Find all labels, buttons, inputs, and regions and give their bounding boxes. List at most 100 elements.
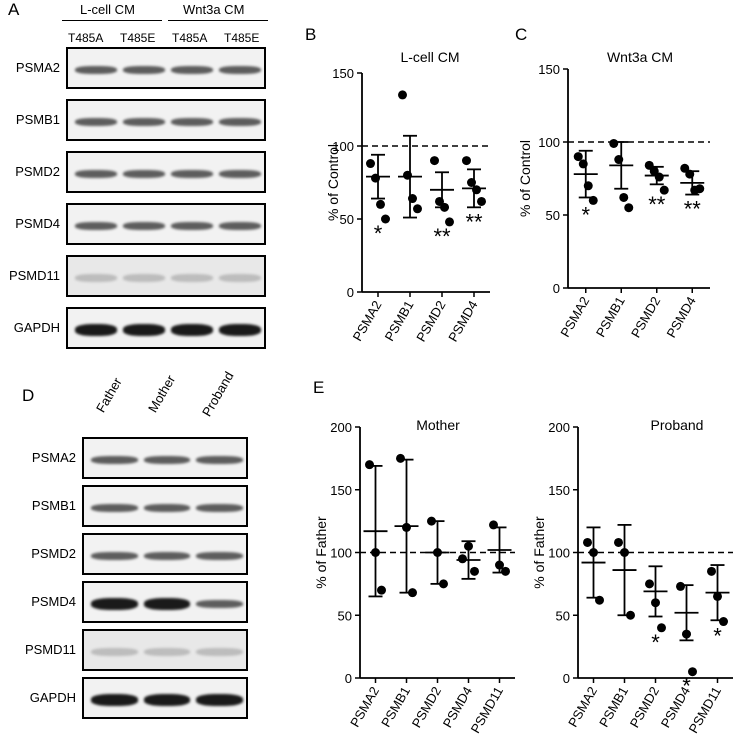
blot-band <box>91 552 138 560</box>
data-point <box>458 554 467 564</box>
x-tick-label: PSMB1 <box>382 298 417 344</box>
significance-mark: ** <box>684 197 702 222</box>
panel-letter-b: B <box>305 25 317 44</box>
blot-band <box>219 222 261 230</box>
data-point <box>396 453 405 463</box>
data-point <box>583 181 593 191</box>
blot-band <box>171 118 213 126</box>
blot-band <box>171 274 213 282</box>
x-tick-label: PSMA2 <box>557 294 592 340</box>
y-tick-label: 100 <box>538 135 560 150</box>
chart-title: Proband <box>651 417 704 433</box>
blot-image-psmd11 <box>66 255 266 297</box>
blot-row-label-psmd4: PSMD4 <box>31 594 76 609</box>
panel-letter-d: D <box>22 386 35 405</box>
data-point <box>377 585 386 595</box>
blot-band <box>196 600 243 608</box>
significance-mark: ** <box>465 209 483 234</box>
blot-band <box>143 598 191 610</box>
data-point <box>439 579 448 589</box>
col-label-a-4: T485E <box>224 31 260 45</box>
blot-band <box>91 598 138 610</box>
data-point <box>644 160 654 170</box>
blot-band <box>171 222 213 230</box>
data-point <box>645 579 654 589</box>
data-point <box>365 460 374 470</box>
blot-band <box>123 274 165 282</box>
blot-row-label-psmb1: PSMB1 <box>31 498 76 513</box>
col-label-d-2: Mother <box>145 372 179 415</box>
data-point <box>371 173 380 183</box>
data-point <box>381 214 390 224</box>
blot-band <box>143 694 191 706</box>
blot-band <box>123 324 165 336</box>
data-point <box>472 185 481 195</box>
data-point <box>682 629 691 639</box>
x-tick-label: PSMB1 <box>378 684 413 730</box>
y-tick-label: 50 <box>546 208 560 223</box>
blot-image-psma2 <box>82 437 248 479</box>
blot-image-gapdh <box>66 307 266 349</box>
y-tick-label: 0 <box>345 671 352 686</box>
data-point <box>657 623 666 633</box>
data-point <box>624 203 634 213</box>
data-point <box>495 560 504 570</box>
data-point <box>408 588 417 598</box>
col-label-a-2: T485E <box>120 31 156 45</box>
blot-row-label-psma2: PSMA2 <box>31 450 76 465</box>
blot-row-label-gapdh: GAPDH <box>29 690 76 705</box>
blot-image-psmd11 <box>82 629 248 671</box>
data-point <box>578 159 588 169</box>
group-underline-wnt3a <box>168 20 268 21</box>
blot-band <box>219 324 261 336</box>
chart-title: Mother <box>416 417 460 433</box>
blot-image-psma2 <box>66 47 266 89</box>
x-tick-label: PSMA2 <box>347 684 382 730</box>
data-point <box>464 541 473 551</box>
blot-band <box>219 118 261 126</box>
blot-band <box>196 456 243 464</box>
blot-band <box>171 324 213 336</box>
significance-mark: ** <box>648 192 666 217</box>
blot-band <box>123 118 165 126</box>
blot-band <box>75 118 117 126</box>
data-point <box>713 591 722 601</box>
panel-letter-e: E <box>313 378 325 397</box>
blot-image-gapdh <box>82 677 248 719</box>
blot-band <box>75 66 117 74</box>
x-tick-label: PSMD2 <box>627 684 662 730</box>
blot-band <box>143 504 191 512</box>
y-tick-label: 50 <box>340 212 354 227</box>
blot-row-label-psmd2: PSMD2 <box>15 164 60 179</box>
data-point <box>659 185 669 195</box>
data-point <box>427 516 436 526</box>
group-label-lcell: L-cell CM <box>80 2 135 17</box>
group-underline-lcell <box>62 20 162 21</box>
blot-band <box>143 456 191 464</box>
y-tick-label: 0 <box>553 281 560 296</box>
y-tick-label: 200 <box>548 420 570 435</box>
y-tick-label: 150 <box>332 66 354 81</box>
blot-image-psmd2 <box>66 151 266 193</box>
blot-band <box>91 504 138 512</box>
significance-mark: * <box>581 202 590 227</box>
data-point <box>477 196 486 206</box>
blot-band <box>171 66 213 74</box>
x-tick-label: PSMD11 <box>686 684 725 736</box>
blot-band <box>219 274 261 282</box>
blot-row-label-psmd11: PSMD11 <box>24 642 76 657</box>
panel-letter-a: A <box>8 0 20 19</box>
y-tick-label: 100 <box>548 546 570 561</box>
x-tick-label: PSMB1 <box>596 684 631 730</box>
data-point <box>688 667 697 677</box>
data-point <box>695 184 705 194</box>
data-point <box>408 194 417 204</box>
x-tick-label: PSMD11 <box>468 684 507 736</box>
data-point <box>402 522 411 532</box>
y-tick-label: 100 <box>332 139 354 154</box>
data-point <box>583 537 592 547</box>
chart-title: Wnt3a CM <box>607 49 673 65</box>
blot-band <box>75 324 117 336</box>
blot-image-psmd4 <box>66 203 266 245</box>
blot-row-label-psma2: PSMA2 <box>15 60 60 75</box>
